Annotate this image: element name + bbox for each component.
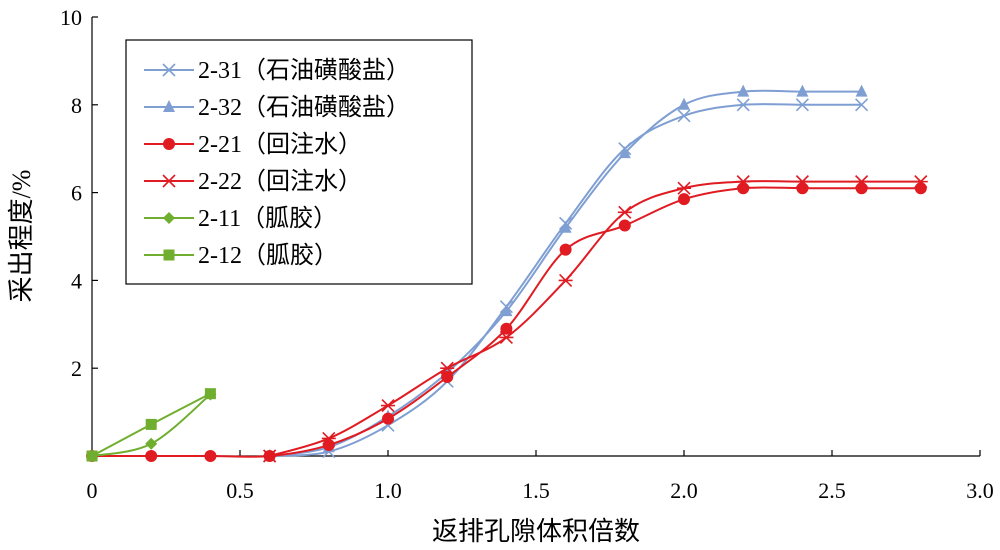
data-point xyxy=(854,175,869,189)
data-point xyxy=(441,370,454,383)
data-point xyxy=(677,181,691,195)
data-point xyxy=(558,273,573,287)
data-point xyxy=(618,219,631,232)
data-point xyxy=(163,138,175,150)
data-point xyxy=(678,193,690,206)
series-3 xyxy=(262,175,928,463)
data-point xyxy=(736,98,750,112)
legend-item: 2-11（胍胶） xyxy=(144,205,337,232)
y-tick-label: 6 xyxy=(71,181,82,206)
legend-label: 2-31（石油磺酸盐） xyxy=(198,57,410,84)
data-point xyxy=(855,182,868,195)
data-point xyxy=(913,175,928,189)
legend-item: 2-12（胍胶） xyxy=(144,242,338,269)
y-axis-title: 采出程度/% xyxy=(7,170,36,303)
data-point xyxy=(499,330,514,345)
data-point xyxy=(500,304,513,317)
data-point xyxy=(736,175,751,189)
data-point xyxy=(381,398,395,413)
data-point xyxy=(145,437,158,450)
axes: 0 0.5 1.0 1.5 2.0 2.5 3.0 2 4 6 8 10 xyxy=(60,5,994,503)
legend-item: 2-31（石油磺酸盐） xyxy=(144,57,410,84)
legend-label: 2-11（胍胶） xyxy=(198,205,337,232)
data-point xyxy=(795,175,810,189)
data-point xyxy=(163,100,175,112)
series-line xyxy=(269,89,862,457)
x-tick-label: 2.0 xyxy=(670,478,698,503)
data-point xyxy=(618,146,631,159)
data-point xyxy=(796,84,809,97)
data-point xyxy=(855,98,869,112)
series-line xyxy=(269,102,862,457)
x-tick-label: 0 xyxy=(87,478,98,503)
x-tick-label: 3.0 xyxy=(966,478,994,503)
data-point xyxy=(204,450,217,462)
data-point xyxy=(382,412,394,425)
data-point xyxy=(162,174,176,188)
data-point xyxy=(162,63,176,77)
data-point xyxy=(617,205,632,219)
data-point xyxy=(204,388,216,400)
legend-label: 2-12（胍胶） xyxy=(198,242,338,269)
x-tick-label: 2.5 xyxy=(818,478,846,503)
data-point xyxy=(559,220,572,233)
data-point xyxy=(855,84,868,97)
data-point xyxy=(262,449,277,463)
legend-item: 2-32（石油磺酸盐） xyxy=(144,94,410,121)
x-axis-title: 返排孔隙体积倍数 xyxy=(432,517,640,546)
data-point xyxy=(678,97,690,110)
series-5 xyxy=(86,388,216,462)
y-tick-label: 10 xyxy=(60,5,82,30)
series-layer xyxy=(86,84,928,463)
data-point xyxy=(737,84,750,97)
data-point xyxy=(163,249,175,261)
legend-item: 2-22（回注水） xyxy=(144,168,362,195)
y-tick-label: 2 xyxy=(71,356,82,381)
data-point xyxy=(163,212,175,224)
data-point xyxy=(914,182,927,195)
y-tick-label: 4 xyxy=(71,268,82,293)
data-point xyxy=(737,182,750,195)
x-tick-label: 1.0 xyxy=(374,478,402,503)
x-tick-label: 1.5 xyxy=(522,478,550,503)
legend-label: 2-22（回注水） xyxy=(198,168,362,195)
data-point xyxy=(559,243,572,256)
data-point xyxy=(440,361,455,375)
data-point xyxy=(86,450,98,462)
data-point xyxy=(321,431,336,446)
data-point xyxy=(677,109,691,123)
data-point xyxy=(796,182,809,195)
data-point xyxy=(500,322,513,335)
legend-item: 2-21（回注水） xyxy=(144,131,362,158)
legend-label: 2-21（回注水） xyxy=(198,131,362,158)
legend: 2-31（石油磺酸盐） 2-32（石油磺酸盐） 2-21（回注水） 2-22（回注水）… xyxy=(125,39,473,285)
legend-box xyxy=(125,39,473,285)
data-point xyxy=(145,450,158,462)
legend-label: 2-32（石油磺酸盐） xyxy=(198,94,410,121)
x-tick-label: 0.5 xyxy=(226,478,254,503)
data-point xyxy=(795,98,809,112)
y-tick-label: 8 xyxy=(71,93,82,118)
data-point xyxy=(145,418,157,430)
